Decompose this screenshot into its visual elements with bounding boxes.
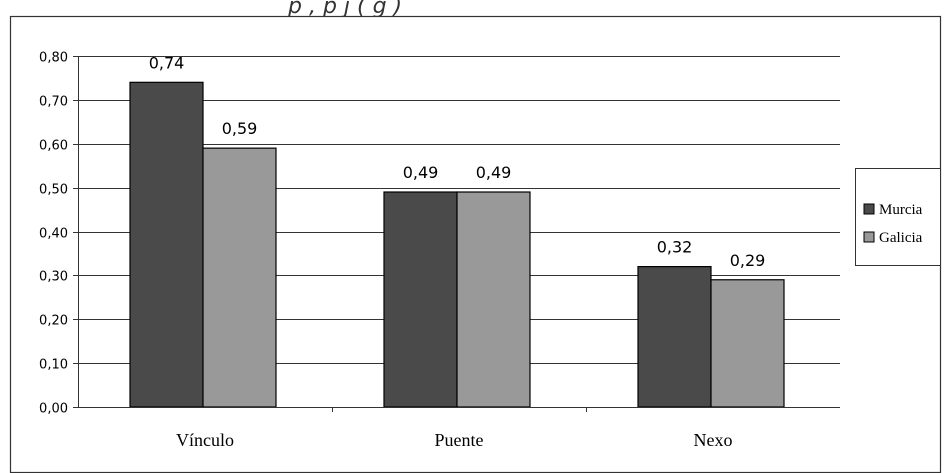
data-label: 0,49 — [476, 163, 512, 182]
bars — [129, 81, 785, 408]
data-label: 0,59 — [222, 119, 258, 138]
data-label: 0,29 — [730, 251, 766, 270]
bar-galicia-2 — [456, 191, 531, 408]
labels: 0,00 0,10 0,20 0,30 0,40 0,50 0,60 0,70 0,80 0,74… — [39, 51, 765, 451]
figure-caption: p , p j ( g ) — [0, 0, 946, 24]
x-category-label: Puente — [435, 430, 484, 450]
y-tick-label: 0,40 — [39, 227, 68, 242]
data-label: 0,49 — [403, 163, 439, 182]
bar-galicia-3 — [710, 279, 785, 408]
y-tick-label: 0,80 — [39, 51, 68, 66]
y-tick-label: 0,00 — [39, 402, 68, 417]
bar-murcia-1 — [129, 81, 204, 408]
bar-galicia-1 — [202, 147, 277, 408]
legend-label-murcia: Murcia — [879, 202, 923, 218]
y-tick-label: 0,20 — [39, 314, 68, 329]
legend-box — [855, 168, 941, 266]
caption-text: p , p j ( g ) — [288, 0, 403, 19]
legend-swatch-galicia — [863, 231, 875, 243]
y-tick-label: 0,30 — [39, 270, 68, 285]
x-category-label: Vínculo — [176, 430, 234, 450]
y-tick-label: 0,10 — [39, 358, 68, 373]
legend-swatch-murcia — [863, 203, 875, 215]
data-label: 0,32 — [657, 238, 693, 257]
x-category-label: Nexo — [694, 430, 733, 450]
legend: Murcia Galicia — [855, 168, 941, 266]
y-tick-label: 0,70 — [39, 95, 68, 110]
y-tick-label: 0,60 — [39, 139, 68, 154]
y-tick-label: 0,50 — [39, 183, 68, 198]
data-label: 0,74 — [149, 53, 185, 72]
bar-murcia-3 — [637, 266, 712, 408]
bar-murcia-2 — [383, 191, 458, 408]
axes — [73, 56, 840, 412]
legend-label-galicia: Galicia — [879, 230, 923, 246]
